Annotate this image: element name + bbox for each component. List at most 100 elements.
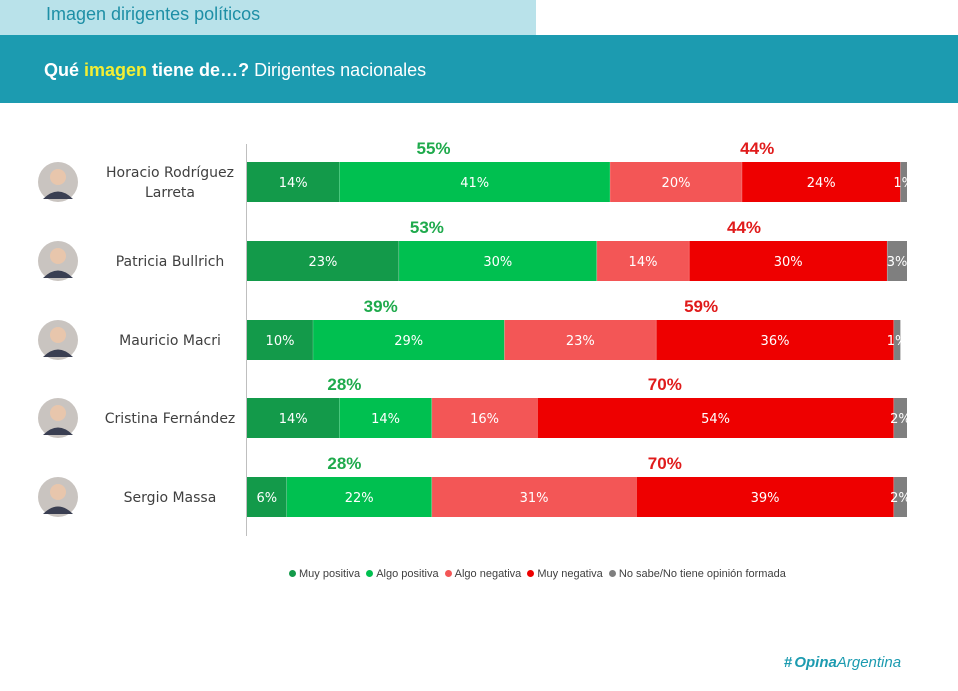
legend-dot-ns-nc [608, 570, 616, 577]
bar-segment-algo-positiva [286, 477, 432, 517]
person-row: Horacio Rodríguez Larreta 14% 41% 20% 24% 1% 55… [38, 139, 914, 202]
avatar-body [43, 191, 73, 199]
person-label: Mauricio Macri [119, 333, 221, 349]
opina-argentina-logo: # OpinaArgentina [784, 654, 901, 671]
legend-label-muy-positiva: Muy positiva [299, 568, 361, 580]
chart-legend: Muy positiva Algo positiva Algo negativa… [289, 568, 789, 580]
bar-segment-muy-negativa [656, 320, 894, 360]
bar-segment-muy-positiva [247, 241, 399, 281]
legend-dot-muy-positiva [289, 570, 296, 577]
total-negative-label: 44% [740, 139, 774, 158]
segment-value-label: 20% [662, 176, 691, 191]
segment-value-label: 22% [345, 491, 374, 506]
bar-segment-algo-positiva [339, 398, 432, 438]
segment-value-label: 39% [751, 491, 780, 506]
segment-value-label: 2% [890, 412, 911, 427]
question-title: Qué imagen tiene de…? Dirigentes naciona… [44, 60, 426, 81]
total-positive-label: 39% [364, 297, 398, 316]
person-row: Cristina Fernández 14% 14% 16% 54% 2% 28% 70% [38, 375, 911, 438]
total-negative-label: 44% [727, 218, 761, 237]
hash-icon: # [784, 654, 793, 671]
person-label: Larreta [145, 185, 195, 201]
avatar-body [43, 506, 73, 514]
legend-dot-algo-positiva [366, 570, 374, 577]
bar-segment-ns-nc [893, 477, 907, 517]
legend-dot-algo-negativa [444, 570, 452, 577]
bar-segment-algo-negativa [504, 320, 657, 360]
section-tab: Imagen dirigentes políticos [0, 0, 536, 35]
bar-segment-algo-positiva [398, 241, 597, 281]
bar-segment-ns-nc [893, 320, 901, 360]
segment-value-label: 29% [394, 334, 423, 349]
avatar-body [43, 270, 73, 278]
segment-value-label: 1% [893, 176, 914, 191]
segment-value-label: 24% [807, 176, 836, 191]
logo-second-text: Argentina [836, 654, 902, 671]
person-row: Sergio Massa 6% 22% 31% 39% 2% 28% 70% [38, 454, 911, 517]
segment-value-label: 54% [701, 412, 730, 427]
total-positive-label: 28% [327, 454, 361, 473]
segment-value-label: 16% [470, 412, 499, 427]
bar-segment-muy-negativa [636, 477, 894, 517]
total-positive-label: 55% [416, 139, 450, 158]
avatar-face [50, 169, 66, 185]
bar-segment-ns-nc [893, 398, 907, 438]
segment-value-label: 23% [308, 255, 337, 270]
segment-value-label: 6% [256, 491, 277, 506]
bar-segment-ns-nc [900, 162, 907, 202]
avatar-body [43, 427, 73, 435]
section-title: Imagen dirigentes políticos [46, 4, 261, 24]
bar-segment-muy-positiva [247, 320, 313, 360]
legend-label-ns-nc: No sabe/No tiene opinión formada [618, 568, 786, 580]
total-positive-label: 28% [327, 375, 361, 394]
bar-segment-algo-negativa [431, 477, 637, 517]
total-negative-label: 70% [648, 454, 682, 473]
total-negative-label: 59% [684, 297, 718, 316]
bar-segment-muy-negativa [689, 241, 888, 281]
segment-value-label: 36% [761, 334, 790, 349]
question-mid: tiene de…? [147, 60, 250, 80]
bar-segment-muy-positiva [247, 162, 340, 202]
question-suffix: Dirigentes nacionales [249, 60, 427, 80]
person-label: Cristina Fernández [105, 411, 236, 427]
person-avatar [38, 241, 78, 281]
segment-value-label: 30% [483, 255, 512, 270]
bar-segment-ns-nc [887, 241, 907, 281]
bar-segment-algo-positiva [339, 162, 610, 202]
segment-value-label: 3% [887, 255, 908, 270]
legend-item-algo-positiva: Algo positiva [366, 568, 439, 580]
legend-label-algo-negativa: Algo negativa [454, 568, 522, 580]
legend-label-muy-negativa: Muy negativa [537, 568, 603, 580]
person-avatar [38, 477, 78, 517]
legend-item-muy-negativa: Muy negativa [527, 568, 603, 580]
question-banner: Qué imagen tiene de…? Dirigentes naciona… [0, 35, 958, 103]
legend-dot-muy-negativa [527, 570, 535, 577]
segment-value-label: 41% [460, 176, 489, 191]
segment-value-label: 31% [520, 491, 549, 506]
segment-value-label: 14% [629, 255, 658, 270]
bar-segment-algo-negativa [596, 241, 690, 281]
person-label: Patricia Bullrich [116, 254, 225, 270]
question-prefix: Qué [44, 60, 85, 80]
segment-value-label: 14% [371, 412, 400, 427]
bar-segment-muy-positiva [247, 477, 287, 517]
avatar-face [50, 405, 66, 421]
segment-value-label: 23% [566, 334, 595, 349]
question-highlight: imagen [84, 60, 148, 80]
person-label: Horacio Rodríguez [106, 165, 234, 181]
segment-value-label: 1% [887, 334, 908, 349]
legend-item-muy-positiva: Muy positiva [289, 568, 360, 580]
person-row: Mauricio Macri 10% 29% 23% 36% 1% 39% 59% [38, 297, 907, 360]
legend-item-algo-negativa: Algo negativa [444, 568, 522, 580]
bar-segment-muy-negativa [537, 398, 894, 438]
bar-segment-muy-negativa [742, 162, 901, 202]
segment-value-label: 2% [890, 491, 911, 506]
segment-value-label: 14% [279, 412, 308, 427]
segment-value-label: 14% [279, 176, 308, 191]
person-avatar [38, 398, 78, 438]
stacked-bar-chart: Horacio Rodríguez Larreta 14% 41% 20% 24% 1% 55… [38, 139, 914, 536]
logo-main-text: Opina [794, 654, 837, 671]
bar-segment-muy-positiva [247, 398, 340, 438]
bar-segment-algo-negativa [610, 162, 742, 202]
avatar-face [50, 484, 66, 500]
